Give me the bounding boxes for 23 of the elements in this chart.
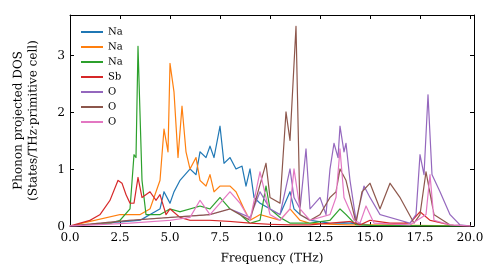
x-tick-label: 5.0 bbox=[160, 230, 180, 244]
x-tick-label: 17.5 bbox=[406, 230, 434, 244]
legend-label: O bbox=[108, 116, 116, 128]
legend-label: O bbox=[108, 86, 116, 98]
x-tick-label: 20.0 bbox=[456, 230, 484, 244]
legend-label: Na bbox=[108, 56, 123, 68]
x-tick-label: 15.0 bbox=[356, 230, 384, 244]
x-axis-title: Frequency (THz) bbox=[220, 250, 324, 264]
legend-label: Na bbox=[108, 42, 123, 52]
legend-label: O bbox=[108, 102, 116, 112]
y-tick-label: 0 bbox=[57, 219, 65, 233]
legend-label: Sb bbox=[108, 72, 122, 82]
x-tick-label: 7.5 bbox=[210, 230, 230, 244]
legend-label: Na bbox=[108, 26, 123, 38]
y-tick-label: 3 bbox=[57, 48, 65, 62]
y-tick-label: 1 bbox=[57, 162, 65, 176]
x-tick-label: 0.0 bbox=[60, 230, 80, 244]
x-tick-label: 10.0 bbox=[256, 230, 284, 244]
line-series bbox=[69, 148, 471, 227]
y-axis-title: Phonon projected DOS (States/THz·primitive cell) bbox=[10, 40, 40, 201]
x-tick-label: 12.5 bbox=[306, 230, 334, 244]
x-tick-label: 2.5 bbox=[110, 230, 130, 244]
y-tick-label: 2 bbox=[57, 104, 65, 119]
